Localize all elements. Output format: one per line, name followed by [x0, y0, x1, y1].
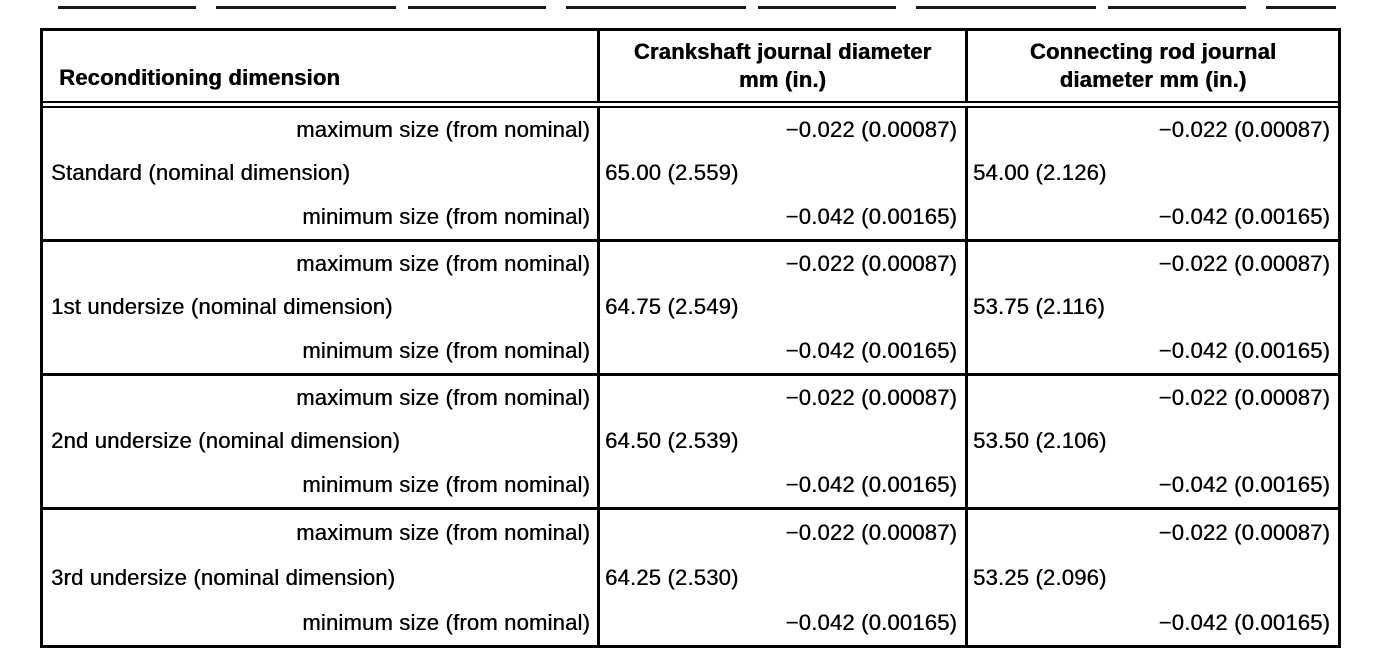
table-group-2nd-undersize: maximum size (from nominal) 2nd undersiz… — [43, 376, 1338, 510]
dimension-label-cell: maximum size (from nominal) 2nd undersiz… — [43, 376, 600, 507]
crank-nominal-value: 65.00 (2.559) — [605, 160, 739, 186]
rod-values-cell: −0.022 (0.00087) 54.00 (2.126) −0.042 (0… — [968, 108, 1338, 239]
crankshaft-values-cell: −0.022 (0.00087) 64.75 (2.549) −0.042 (0… — [600, 242, 968, 373]
header-col3-line1: Connecting rod journal — [1029, 39, 1277, 64]
header-crankshaft-journal-diameter: Crankshaft journal diameter mm (in.) — [600, 31, 968, 101]
rod-values-cell: −0.022 (0.00087) 53.25 (2.096) −0.042 (0… — [968, 510, 1338, 645]
header-col2-line2: mm (in.) — [738, 67, 827, 92]
max-size-label: maximum size (from nominal) — [296, 250, 590, 276]
crank-min-value: −0.042 (0.00165) — [785, 204, 957, 230]
table-group-1st-undersize: maximum size (from nominal) 1st undersiz… — [43, 242, 1338, 376]
crank-min-value: −0.042 (0.00165) — [785, 338, 957, 364]
max-size-label: maximum size (from nominal) — [296, 116, 590, 142]
rod-values-cell: −0.022 (0.00087) 53.50 (2.106) −0.042 (0… — [968, 376, 1338, 507]
group-name-label: Standard (nominal dimension) — [51, 160, 351, 186]
table-header-row: Reconditioning dimension Crankshaft jour… — [43, 31, 1338, 108]
min-size-label: minimum size (from nominal) — [302, 338, 590, 364]
dimension-label-cell: maximum size (from nominal) 1st undersiz… — [43, 242, 600, 373]
rod-min-value: −0.042 (0.00165) — [1158, 472, 1330, 498]
rod-nominal-value: 53.75 (2.116) — [973, 294, 1105, 320]
rod-min-value: −0.042 (0.00165) — [1158, 338, 1330, 364]
group-name-label: 2nd undersize (nominal dimension) — [51, 428, 401, 454]
crankshaft-values-cell: −0.022 (0.00087) 64.25 (2.530) −0.042 (0… — [600, 510, 968, 645]
rod-max-value: −0.022 (0.00087) — [1158, 519, 1330, 545]
rod-values-cell: −0.022 (0.00087) 53.75 (2.116) −0.042 (0… — [968, 242, 1338, 373]
min-size-label: minimum size (from nominal) — [302, 609, 590, 635]
crank-nominal-value: 64.25 (2.530) — [605, 564, 739, 590]
crank-min-value: −0.042 (0.00165) — [785, 472, 957, 498]
header-col2-line1: Crankshaft journal diameter — [633, 39, 932, 64]
reconditioning-dimensions-table: Reconditioning dimension Crankshaft jour… — [40, 28, 1341, 648]
dimension-label-cell: maximum size (from nominal) Standard (no… — [43, 108, 600, 239]
rod-min-value: −0.042 (0.00165) — [1158, 204, 1330, 230]
max-size-label: maximum size (from nominal) — [296, 519, 590, 545]
group-name-label: 1st undersize (nominal dimension) — [51, 294, 393, 320]
rod-nominal-value: 53.25 (2.096) — [973, 564, 1107, 590]
table-group-standard: maximum size (from nominal) Standard (no… — [43, 108, 1338, 242]
crank-min-value: −0.042 (0.00165) — [785, 609, 957, 635]
rod-nominal-value: 53.50 (2.106) — [973, 428, 1107, 454]
table-group-3rd-undersize: maximum size (from nominal) 3rd undersiz… — [43, 510, 1338, 645]
crank-nominal-value: 64.75 (2.549) — [605, 294, 739, 320]
crank-max-value: −0.022 (0.00087) — [785, 519, 957, 545]
rod-min-value: −0.042 (0.00165) — [1158, 609, 1330, 635]
dimension-label-cell: maximum size (from nominal) 3rd undersiz… — [43, 510, 600, 645]
scan-artifact-line — [58, 6, 1336, 9]
max-size-label: maximum size (from nominal) — [296, 384, 590, 410]
min-size-label: minimum size (from nominal) — [302, 204, 590, 230]
crank-max-value: −0.022 (0.00087) — [785, 116, 957, 142]
min-size-label: minimum size (from nominal) — [302, 472, 590, 498]
rod-max-value: −0.022 (0.00087) — [1158, 384, 1330, 410]
crank-nominal-value: 64.50 (2.539) — [605, 428, 739, 454]
crank-max-value: −0.022 (0.00087) — [785, 250, 957, 276]
crankshaft-values-cell: −0.022 (0.00087) 65.00 (2.559) −0.042 (0… — [600, 108, 968, 239]
header-connecting-rod-journal-diameter: Connecting rod journal diameter mm (in.) — [968, 31, 1338, 101]
rod-max-value: −0.022 (0.00087) — [1158, 250, 1330, 276]
group-name-label: 3rd undersize (nominal dimension) — [51, 564, 396, 590]
crankshaft-values-cell: −0.022 (0.00087) 64.50 (2.539) −0.042 (0… — [600, 376, 968, 507]
header-reconditioning-dimension: Reconditioning dimension — [43, 31, 600, 101]
header-col1-label: Reconditioning dimension — [59, 65, 341, 90]
rod-max-value: −0.022 (0.00087) — [1158, 116, 1330, 142]
crank-max-value: −0.022 (0.00087) — [785, 384, 957, 410]
header-col3-line2: diameter mm (in.) — [1059, 67, 1247, 92]
rod-nominal-value: 54.00 (2.126) — [973, 160, 1107, 186]
